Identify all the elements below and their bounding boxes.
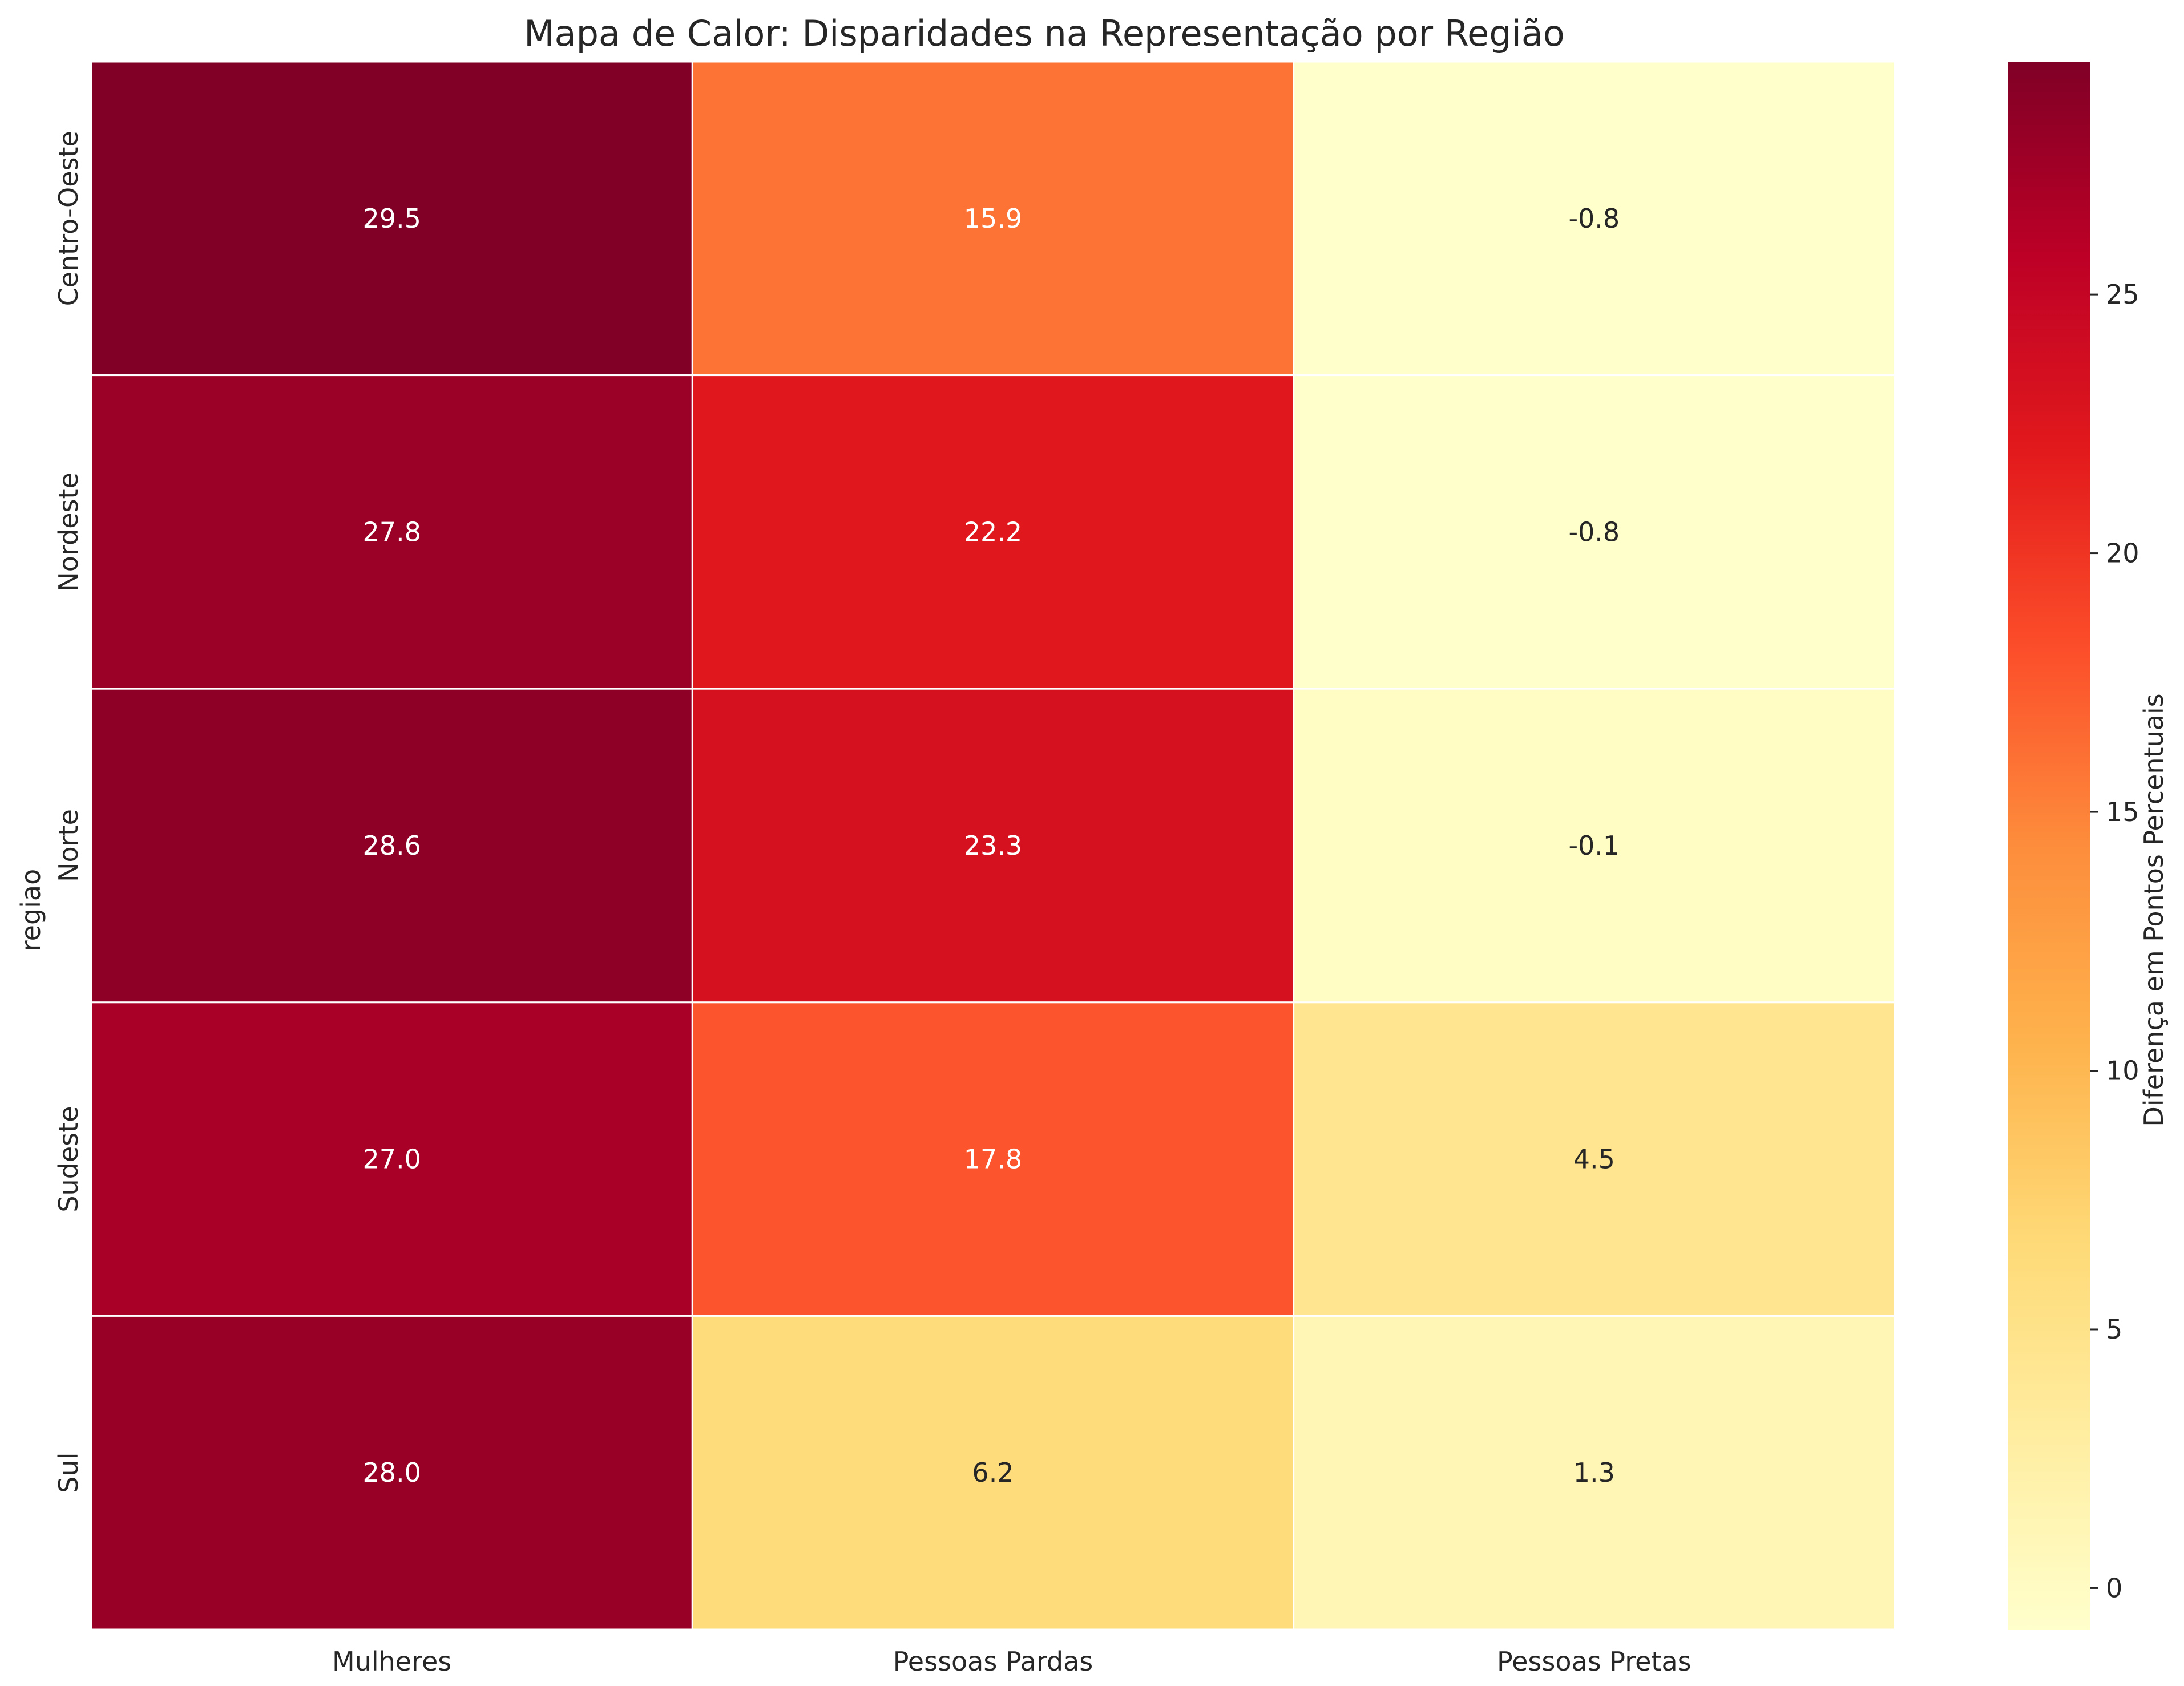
colorbar-tick-label: 0 bbox=[2106, 1572, 2122, 1603]
colorbar: 0 5 10 15 20 25 bbox=[2008, 62, 2139, 1630]
heatmap-cell bbox=[691, 1315, 1295, 1631]
cell-value-label: -0.1 bbox=[1568, 830, 1620, 861]
colorbar-tick-label: 25 bbox=[2106, 279, 2139, 310]
heatmap-cell bbox=[90, 60, 693, 377]
cell-value-label: 22.2 bbox=[964, 516, 1022, 547]
cell-value-label: -0.8 bbox=[1568, 516, 1620, 547]
colorbar-label: Diferença em Pontos Percentuais bbox=[2138, 693, 2169, 1126]
cell-value-label: 4.5 bbox=[1573, 1144, 1615, 1175]
colorbar-tick-label: 10 bbox=[2106, 1056, 2139, 1086]
cell-value-label: 27.8 bbox=[362, 516, 421, 547]
cell-value-label: 27.0 bbox=[362, 1144, 421, 1175]
cell-value-label: 15.9 bbox=[964, 203, 1022, 234]
chart-title: Mapa de Calor: Disparidades na Represent… bbox=[524, 13, 1565, 54]
column-labels: Mulheres Pessoas Pardas Pessoas Pretas bbox=[332, 1646, 1692, 1677]
cell-value-label: 28.6 bbox=[362, 830, 421, 861]
heatmap-cell bbox=[691, 60, 1295, 377]
y-axis-label: regiao bbox=[15, 869, 46, 952]
colorbar-tick-label: 5 bbox=[2106, 1314, 2122, 1345]
cell-value-label: 6.2 bbox=[972, 1457, 1014, 1488]
heatmap-cell bbox=[1293, 374, 1896, 690]
row-label: Sul bbox=[53, 1453, 84, 1493]
row-labels: Centro-Oeste Nordeste Norte Sudeste Sul bbox=[53, 131, 84, 1493]
heatmap-cell bbox=[691, 374, 1295, 690]
cell-value-label: 28.0 bbox=[362, 1457, 421, 1488]
heatmap-cell bbox=[90, 1001, 693, 1317]
row-label: Centro-Oeste bbox=[53, 131, 84, 306]
cell-value-label: 1.3 bbox=[1573, 1457, 1615, 1488]
column-label: Pessoas Pretas bbox=[1497, 1646, 1692, 1677]
heatmap-cell bbox=[1293, 1315, 1896, 1631]
column-label: Mulheres bbox=[332, 1646, 451, 1677]
row-label: Nordeste bbox=[53, 472, 84, 591]
heatmap-cell bbox=[1293, 60, 1896, 377]
colorbar-gradient bbox=[2008, 62, 2090, 1630]
row-label: Norte bbox=[53, 809, 84, 882]
cell-value-label: -0.8 bbox=[1568, 203, 1620, 234]
heatmap-cell bbox=[90, 1315, 693, 1631]
row-label: Sudeste bbox=[53, 1106, 84, 1212]
column-label: Pessoas Pardas bbox=[893, 1646, 1093, 1677]
heatmap-cell bbox=[90, 374, 693, 690]
heatmap-cell bbox=[90, 688, 693, 1004]
colorbar-tick-label: 15 bbox=[2106, 796, 2139, 827]
cell-value-label: 17.8 bbox=[964, 1144, 1022, 1175]
heatmap-cell bbox=[1293, 1001, 1896, 1317]
cell-value-label: 29.5 bbox=[362, 203, 421, 234]
cell-value-label: 23.3 bbox=[964, 830, 1022, 861]
colorbar-tick-label: 20 bbox=[2106, 538, 2139, 569]
heatmap-cells: 29.5 15.9 -0.8 27.8 22.2 -0.8 28.6 23.3 -0.1 27.0… bbox=[90, 60, 1896, 1631]
heatmap-cell bbox=[691, 688, 1295, 1004]
